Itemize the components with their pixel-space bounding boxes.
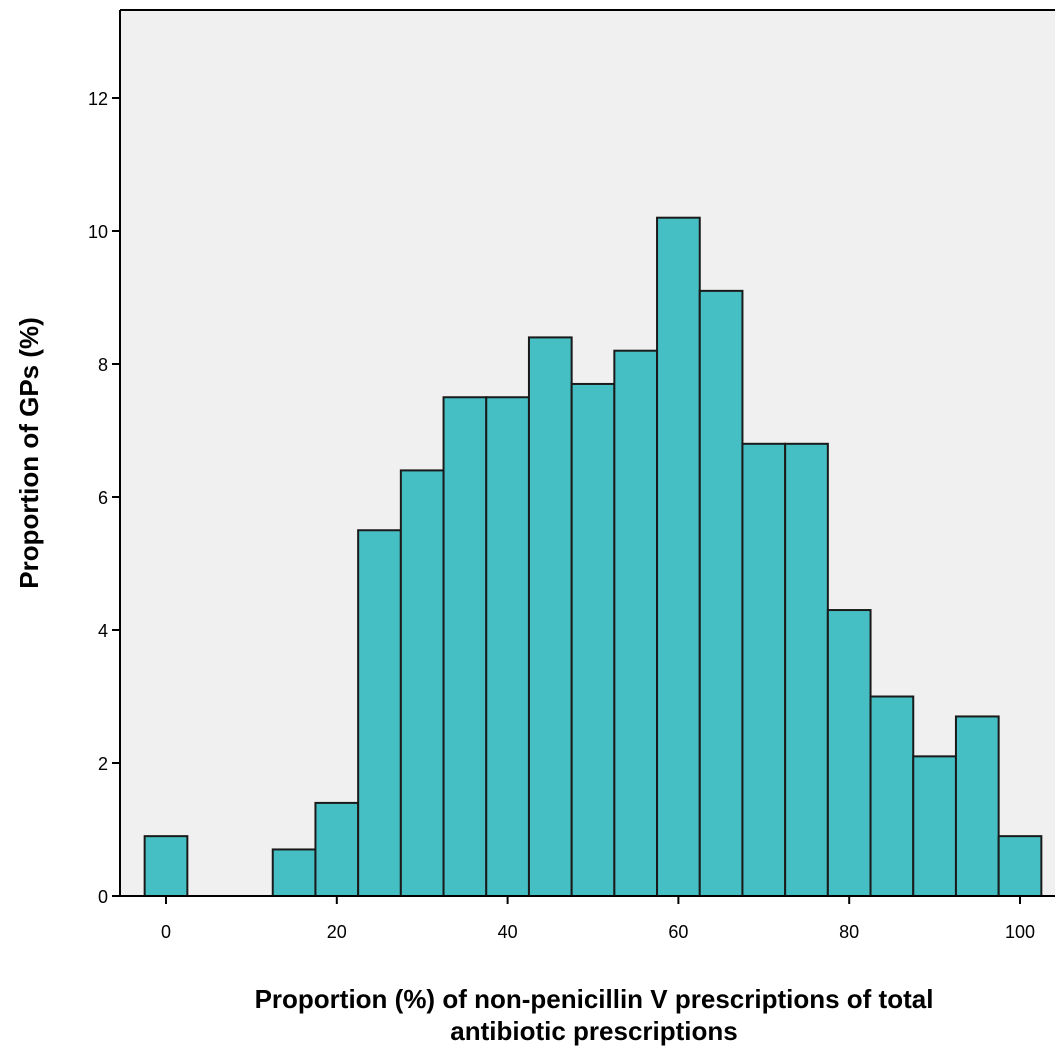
x-ticks-group: 0 20 40 60 80 100 xyxy=(161,896,1035,942)
histogram-bar xyxy=(698,289,744,898)
axes-group xyxy=(119,9,1055,897)
bars-group xyxy=(143,216,1043,898)
histogram-bar xyxy=(271,848,317,898)
x-tick-label: 40 xyxy=(498,922,518,942)
x-tick-label: 20 xyxy=(327,922,347,942)
x-axis-title-line-2: antibiotic prescriptions xyxy=(450,1016,738,1046)
y-tick-label: 2 xyxy=(98,754,108,774)
y-tick-label: 12 xyxy=(88,89,108,109)
x-tick-label: 60 xyxy=(668,922,688,942)
histogram-bar xyxy=(485,396,530,897)
histogram-bar xyxy=(954,715,1000,898)
y-ticks-group: 0 2 4 6 8 10 12 xyxy=(88,89,120,907)
histogram-bar xyxy=(527,336,573,897)
y-tick-label: 8 xyxy=(98,355,108,375)
histogram-bar xyxy=(869,695,915,897)
histogram-bar xyxy=(656,216,701,897)
histogram-bar xyxy=(741,442,787,897)
histogram-bar xyxy=(784,442,829,897)
x-tick-label: 100 xyxy=(1005,922,1035,942)
histogram-bar xyxy=(442,396,488,897)
x-tick-label: 0 xyxy=(161,922,171,942)
histogram-bar xyxy=(826,609,872,897)
histogram-bar xyxy=(570,382,616,897)
histogram-bar xyxy=(399,469,445,897)
x-axis-title-line-1: Proportion (%) of non-penicillin V presc… xyxy=(255,984,934,1014)
y-tick-label: 10 xyxy=(88,222,108,242)
histogram-bar xyxy=(997,835,1043,898)
histogram-bar xyxy=(912,755,957,897)
histogram-bar xyxy=(357,529,402,897)
x-tick-label: 80 xyxy=(839,922,859,942)
y-tick-label: 0 xyxy=(98,887,108,907)
histogram-bar xyxy=(143,835,189,898)
y-tick-label: 6 xyxy=(98,488,108,508)
histogram-bar xyxy=(314,801,360,898)
y-axis-title: Proportion of GPs (%) xyxy=(14,317,44,589)
y-tick-label: 4 xyxy=(98,621,108,641)
histogram-bar xyxy=(613,349,659,897)
